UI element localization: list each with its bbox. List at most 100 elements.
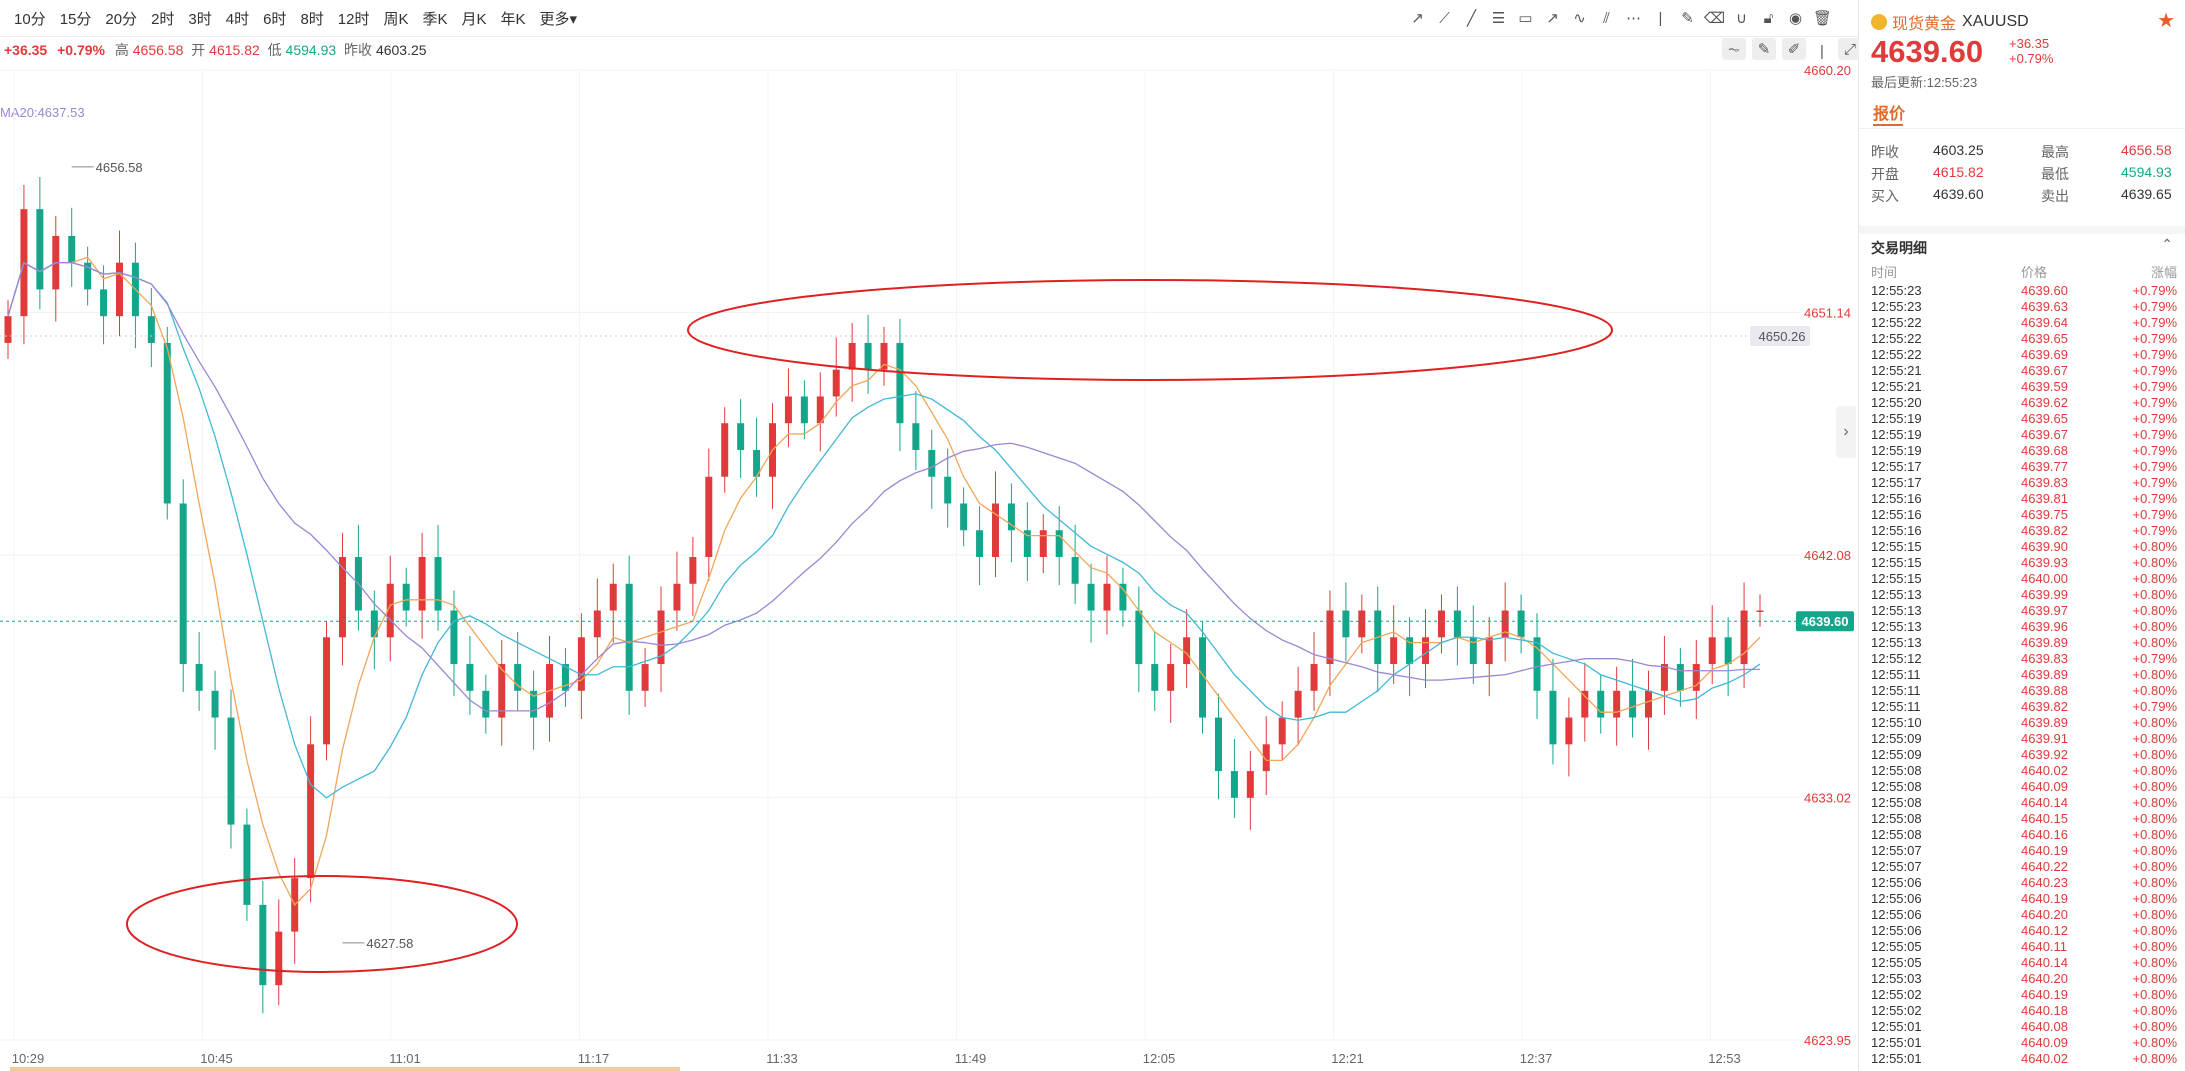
- arrow-icon[interactable]: ↗: [1546, 10, 1559, 27]
- channel-icon[interactable]: ⫽: [1603, 9, 1610, 27]
- trade-price: 4640.11: [2021, 939, 2068, 954]
- trade-time: 12:55:13: [1871, 635, 1922, 650]
- trade-price: 4639.65: [2021, 411, 2068, 426]
- period-option[interactable]: 4时: [225, 10, 250, 28]
- period-option[interactable]: 2时: [151, 10, 175, 28]
- period-option[interactable]: 周K: [383, 10, 409, 28]
- trade-change: +0.79%: [2132, 699, 2177, 714]
- segment-icon[interactable]: ╱: [1466, 10, 1477, 27]
- eye-icon[interactable]: ◉: [1788, 10, 1803, 27]
- trade-row: 12:55:07 4640.22 +0.80%: [1871, 859, 2177, 875]
- candle-body: [1437, 610, 1445, 638]
- open-label: 开: [191, 42, 206, 58]
- chart-area[interactable]: 10分 15分 20分 2时 3时 4时 6时 8时 12时 周K 季K 月K 年K 更多▾ ↗ ⟋ ╱ …: [0, 0, 1892, 1071]
- x-tick-label: 10:29: [12, 1051, 45, 1066]
- trade-change: +0.80%: [2132, 635, 2177, 650]
- fib-icon[interactable]: ☰: [1491, 10, 1506, 27]
- trade-change: +0.80%: [2132, 571, 2177, 586]
- eraser-icon[interactable]: ⌫: [1703, 10, 1726, 27]
- trade-change: +0.80%: [2132, 843, 2177, 858]
- trade-time: 12:55:15: [1871, 539, 1922, 554]
- candle-body: [1326, 610, 1334, 665]
- x-tick-label: 11:17: [578, 1051, 610, 1066]
- magnet-icon[interactable]: ∪: [1736, 10, 1747, 27]
- candle-body: [896, 342, 904, 424]
- period-option[interactable]: 8时: [300, 10, 324, 28]
- trade-row: 12:55:22 4639.69 +0.79%: [1871, 347, 2177, 363]
- tab-quote[interactable]: 报价: [1873, 106, 1906, 123]
- more-tools-icon[interactable]: ⋯: [1626, 10, 1641, 27]
- trade-price: 4639.97: [2021, 603, 2068, 618]
- x-tick-label: 12:53: [1708, 1051, 1741, 1066]
- pen-icon[interactable]: ✎: [1752, 38, 1776, 60]
- period-option[interactable]: 季K: [422, 10, 448, 28]
- candle-body: [976, 530, 984, 558]
- trash-icon[interactable]: 🗑︎: [1812, 10, 1833, 27]
- favorite-star-icon[interactable]: ★: [2157, 10, 2175, 32]
- trade-time: 12:55:06: [1871, 891, 1922, 906]
- candle-body: [1199, 637, 1207, 718]
- candle-body: [434, 557, 442, 611]
- trade-row: 12:55:08 4640.16 +0.80%: [1871, 827, 2177, 843]
- period-option[interactable]: 15分: [59, 10, 92, 28]
- trade-price: 4639.89: [2021, 635, 2068, 650]
- trade-price: 4640.08: [2021, 1019, 2068, 1034]
- trade-price: 4639.75: [2021, 507, 2068, 522]
- wave-icon[interactable]: ∿: [1573, 10, 1586, 27]
- candle-body: [68, 235, 76, 263]
- trade-time: 12:55:07: [1871, 859, 1922, 874]
- candle-body: [625, 583, 633, 691]
- candle-body: [338, 557, 346, 638]
- fullscreen-icon[interactable]: ⤢: [1838, 38, 1862, 60]
- trade-change: +0.80%: [2132, 987, 2177, 1002]
- trade-row: 12:55:09 4639.91 +0.80%: [1871, 731, 2177, 747]
- quote-row: 买入 4639.60 卖出 4639.65: [1871, 184, 2177, 206]
- period-option[interactable]: 年K: [500, 10, 526, 28]
- trade-price: 4640.20: [2021, 907, 2068, 922]
- period-option[interactable]: 月K: [461, 10, 487, 28]
- candle-body: [1230, 771, 1238, 798]
- prev-close-value: 4603.25: [375, 42, 427, 58]
- chevron-up-icon[interactable]: ⌃: [2161, 236, 2173, 252]
- candle-body: [1278, 717, 1286, 745]
- trade-time: 12:55:23: [1871, 299, 1922, 314]
- trade-change: +0.80%: [2132, 587, 2177, 602]
- period-option[interactable]: 20分: [105, 10, 138, 28]
- chart-type-icon[interactable]: ⏦: [1722, 38, 1746, 60]
- brush-icon[interactable]: ✐: [1782, 38, 1806, 60]
- candlestick-chart[interactable]: 4660.20 4651.14 4642.08 4633.02 4623.95 10:29…: [0, 0, 1858, 1071]
- ray-icon[interactable]: ⟋: [1439, 9, 1450, 27]
- trade-row: 12:55:03 4640.20 +0.80%: [1871, 971, 2177, 987]
- trend-line-icon[interactable]: ↗: [1411, 10, 1424, 27]
- trade-time: 12:55:09: [1871, 731, 1922, 746]
- trade-row: 12:55:13 4639.89 +0.80%: [1871, 635, 2177, 651]
- period-option[interactable]: 更多▾: [539, 10, 578, 28]
- candle-body: [1007, 503, 1015, 531]
- trade-row: 12:55:08 4640.02 +0.80%: [1871, 763, 2177, 779]
- period-option[interactable]: 3时: [188, 10, 212, 28]
- edit-icon[interactable]: ✎: [1681, 10, 1694, 27]
- trade-change: +0.80%: [2132, 859, 2177, 874]
- rectangle-icon[interactable]: ▭: [1518, 10, 1533, 27]
- trade-change: +0.80%: [2132, 795, 2177, 810]
- collapse-panel-button[interactable]: ›: [1836, 406, 1856, 458]
- trade-row: 12:55:08 4640.15 +0.80%: [1871, 811, 2177, 827]
- prev-close-label: 昨收: [344, 42, 373, 58]
- ohlc-info-bar: +36.35 +0.79% 高 4656.58 开 4615.82 低 4594…: [4, 40, 427, 60]
- period-option[interactable]: 12时: [337, 10, 370, 28]
- trade-row: 12:55:20 4639.62 +0.79%: [1871, 395, 2177, 411]
- quote-label: 昨收: [1871, 144, 1899, 160]
- trade-price: 4640.20: [2021, 971, 2068, 986]
- candle-body: [1262, 744, 1270, 772]
- candle-body: [1214, 717, 1222, 772]
- quote-label: 卖出: [2041, 188, 2069, 204]
- period-option[interactable]: 6时: [263, 10, 287, 28]
- trade-change: +0.79%: [2132, 331, 2177, 346]
- trade-row: 12:55:11 4639.88 +0.80%: [1871, 683, 2177, 699]
- period-option[interactable]: 10分: [14, 10, 46, 28]
- candle-body: [100, 289, 108, 317]
- candle-body: [1422, 637, 1430, 665]
- trade-price: 4639.77: [2021, 459, 2068, 474]
- trade-price: 4639.62: [2021, 395, 2068, 410]
- lock-icon[interactable]: 🔓︎: [1763, 9, 1774, 27]
